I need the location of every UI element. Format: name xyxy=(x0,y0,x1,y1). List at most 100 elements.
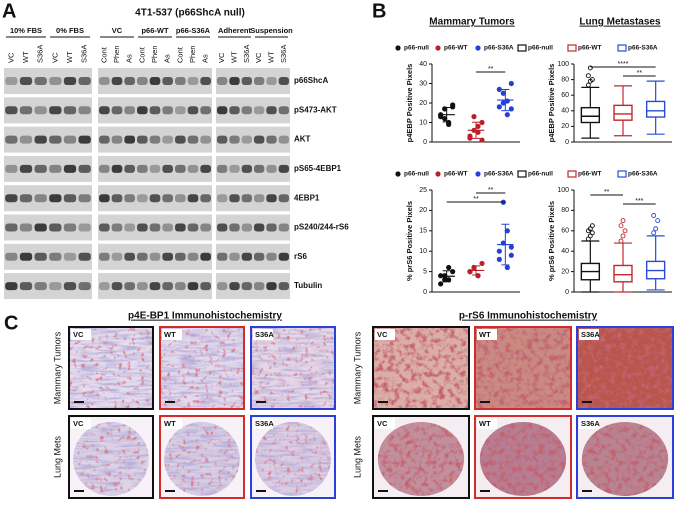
blot-band xyxy=(162,282,173,291)
row-label: Lung Mets xyxy=(52,435,62,478)
y-tick-label: 10 xyxy=(419,248,427,255)
data-point xyxy=(508,244,514,250)
data-point xyxy=(500,100,506,106)
outlier xyxy=(618,238,624,244)
blot-band xyxy=(278,77,290,85)
blot-band xyxy=(149,194,161,203)
blot-band xyxy=(200,252,211,261)
blot-band xyxy=(78,282,91,291)
tile-label: WT xyxy=(164,330,176,339)
y-tick-label: 0 xyxy=(565,289,569,296)
lane-label: VC xyxy=(6,52,15,63)
data-point xyxy=(479,260,485,267)
blot-band xyxy=(63,194,77,203)
blot-band xyxy=(19,223,33,232)
blot-band xyxy=(216,135,228,144)
y-tick-label: 20 xyxy=(419,207,427,214)
blot-band xyxy=(216,252,228,261)
blot-band xyxy=(137,106,148,115)
lane-label: VC xyxy=(50,52,59,63)
blot-band xyxy=(200,164,211,173)
tile-label-bg xyxy=(162,329,182,340)
blot-band xyxy=(253,223,265,232)
data-point xyxy=(496,86,502,92)
blot-band xyxy=(216,106,228,115)
data-point xyxy=(450,269,456,275)
blot-background xyxy=(216,97,290,124)
lane-label: Cont xyxy=(99,46,108,63)
blot-band xyxy=(5,194,18,203)
group-label: Suspension xyxy=(250,26,293,35)
significance-label: **** xyxy=(618,61,629,68)
lane-label: Cont xyxy=(175,46,184,63)
blot-band xyxy=(266,106,277,115)
legend-swatch xyxy=(435,171,441,177)
blot-band xyxy=(5,164,18,173)
outlier xyxy=(589,230,595,236)
significance-label: ** xyxy=(488,66,494,73)
lane-label: Phen xyxy=(188,45,197,63)
legend-swatch xyxy=(435,45,441,51)
ihc-title: p-rS6 Immunohistochemistry xyxy=(459,311,598,322)
blot-band xyxy=(124,106,135,115)
lane-label: VC xyxy=(254,52,263,63)
blot-background xyxy=(216,273,290,300)
data-point xyxy=(475,129,481,135)
legend-label: p66-null xyxy=(404,171,429,178)
tile-label-bg xyxy=(71,418,91,429)
data-point xyxy=(504,112,510,118)
tile-label: WT xyxy=(164,419,176,428)
data-point xyxy=(450,102,456,108)
lane-label: Phen xyxy=(150,45,159,63)
blot-band xyxy=(149,282,161,291)
blot-band xyxy=(78,135,91,144)
blot-band xyxy=(200,282,211,291)
protein-label: pS240/244-rS6 xyxy=(294,223,349,232)
data-point xyxy=(496,104,502,110)
blot-background xyxy=(4,68,92,94)
blot-band xyxy=(5,106,18,115)
blot-band xyxy=(78,223,91,232)
y-axis-label: % prS6 Positive Pixels xyxy=(547,201,556,281)
outlier xyxy=(651,230,657,236)
blot-band xyxy=(111,106,123,115)
blot-band xyxy=(19,106,33,115)
blot-band xyxy=(241,135,253,144)
blot-band xyxy=(253,194,265,203)
lane-label: S36A xyxy=(80,45,89,63)
tile-label-bg xyxy=(477,329,497,340)
blot-band xyxy=(229,282,240,291)
legend-label: p66-WT xyxy=(578,45,602,52)
blot-band xyxy=(99,77,110,85)
blot-band xyxy=(111,164,123,173)
tissue-texture xyxy=(479,422,567,496)
y-tick-label: 60 xyxy=(561,228,569,235)
blot-band xyxy=(34,194,47,203)
tissue-texture xyxy=(581,422,669,496)
blot-band xyxy=(19,252,33,261)
blot-band xyxy=(266,77,277,85)
legend-label: p66-S36A xyxy=(628,45,658,52)
y-tick-label: 25 xyxy=(419,187,427,194)
tile-label-bg xyxy=(253,329,273,340)
blot-band xyxy=(253,135,265,144)
tile-label: VC xyxy=(377,330,388,339)
blot-band xyxy=(241,194,253,203)
lane-label: Cont xyxy=(137,46,146,63)
blot-band xyxy=(241,164,253,173)
blot-band xyxy=(19,164,33,173)
box xyxy=(613,264,633,283)
y-tick-label: 80 xyxy=(561,76,569,83)
blot-band xyxy=(266,164,277,173)
group-label: 0% FBS xyxy=(56,26,84,35)
y-tick-label: 20 xyxy=(561,268,569,275)
tissue-texture xyxy=(73,422,149,496)
blot-band xyxy=(266,223,277,232)
tile-label: WT xyxy=(479,330,491,339)
lane-label: WT xyxy=(65,51,74,63)
legend-swatch xyxy=(617,170,627,178)
blot-band xyxy=(49,106,62,115)
protein-label: AKT xyxy=(294,135,311,144)
blot-band xyxy=(124,282,135,291)
panel-letter: B xyxy=(372,0,386,22)
